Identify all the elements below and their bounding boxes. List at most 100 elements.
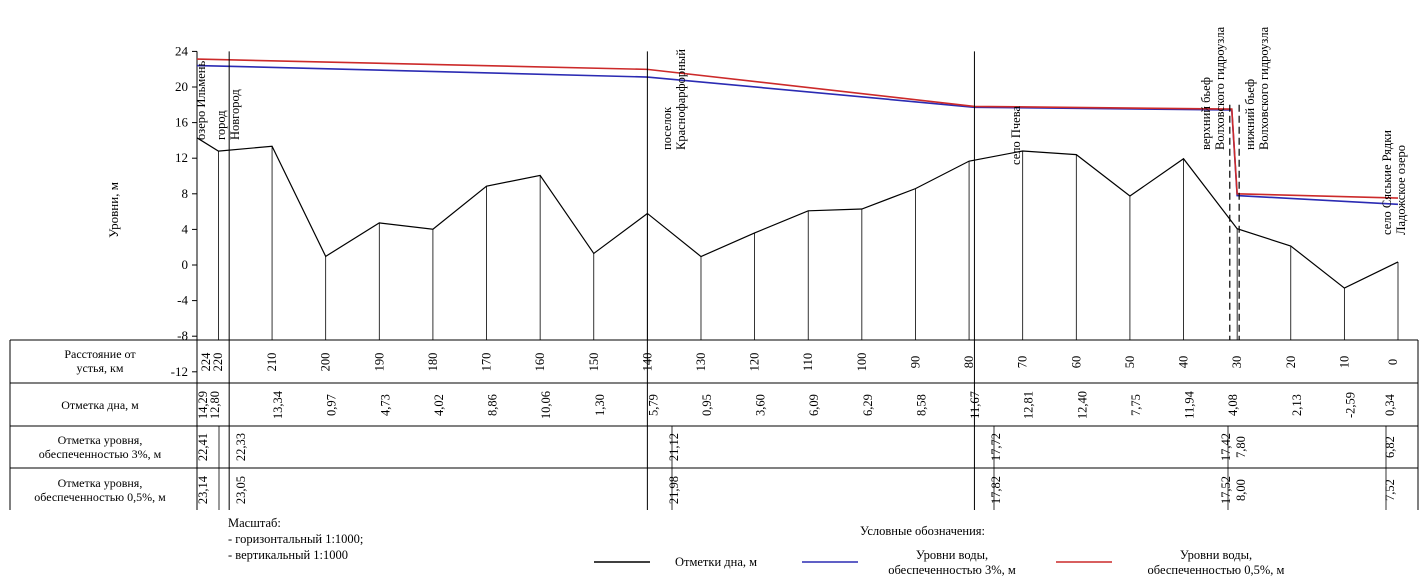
row-label-bottom: Отметка дна, м [61,398,139,412]
distance-label: 10 [1337,356,1351,369]
distance-label: 160 [533,353,547,372]
distance-label: 90 [908,356,922,369]
y-tick-label: 12 [175,150,188,165]
place-label: озеро Ильмень [194,61,208,140]
y-tick-label: 20 [175,79,188,94]
row-label-level3: Отметка уровня, обеспеченностью 3%, м [38,433,162,461]
y-tick-label: 16 [175,115,189,130]
scale-horizontal: - горизонтальный 1:1000; [228,532,364,546]
bottom-elevation-label: 11,94 [1183,390,1197,418]
level05-label: 21,98 [667,476,681,504]
bottom-elevation-label: 5,79 [646,394,660,416]
distance-label: 40 [1177,356,1191,369]
distance-label: 30 [1230,356,1244,369]
y-tick-label: 0 [182,257,189,272]
level3-label: 7,80 [1234,436,1248,458]
bottom-elevation-label: 4,02 [432,394,446,416]
bottom-elevation-label: 12,80 [208,391,222,419]
y-tick-label: -8 [177,328,188,343]
place-label: Волховского гидроузла [1213,26,1227,150]
distance-label: 140 [640,353,654,372]
distance-label: 20 [1284,356,1298,369]
bottom-elevation-label: 6,29 [861,394,875,416]
bottom-elevation-label: 2,13 [1290,394,1304,416]
bottom-elevation-label: 8,86 [486,394,500,416]
distance-label: 50 [1123,356,1137,369]
bottom-elevation-label: 12,81 [1022,391,1036,419]
legend-label-level3: Уровни воды, обеспеченностью 3%, м [888,548,1016,577]
y-tick-label: 4 [182,221,189,236]
distance-label: 150 [587,353,601,372]
distance-label: 180 [426,353,440,372]
legend-title: Условные обозначения: [860,524,986,538]
level05-label: 7,52 [1383,479,1397,501]
distance-label: 0 [1386,359,1400,365]
level3-label: 22,41 [196,433,210,461]
distance-label: 210 [265,353,279,372]
place-label: село Пчева [1009,106,1023,165]
bottom-elevation-label: 7,75 [1129,394,1143,416]
place-label: верхний бьеф [1199,77,1213,150]
level05-label: 23,14 [196,475,210,504]
distance-label: 200 [319,353,333,372]
distance-label: 110 [801,353,815,371]
bottom-elevation-label: 14,29 [196,391,210,419]
legend-label-bottom: Отметки дна, м [674,555,758,569]
distance-label: 220 [211,353,225,372]
bottom-elevation-label: 10,06 [539,391,553,419]
level05-label: 17,82 [989,476,1003,504]
distance-label: 120 [748,353,762,372]
bottom-elevation-label: 3,60 [754,394,768,416]
place-label: Ладожское озеро [1394,145,1408,235]
distance-label: 60 [1069,356,1083,369]
place-label: Краснофарфорный [674,49,688,150]
distance-label: 80 [962,356,976,369]
row-label-level05: Отметка уровня, обеспеченностью 0,5%, м [34,476,166,504]
bottom-elevation-label: 8,58 [914,394,928,416]
distance-label: 224 [199,352,213,372]
bottom-elevation-label: 0,34 [1383,393,1397,416]
distance-label: 190 [372,353,386,372]
y-tick-label: 8 [182,186,189,201]
bottom-elevation-label: 4,73 [378,394,392,416]
place-label: поселок [660,106,674,150]
bottom-elevation-label: 1,30 [593,394,607,416]
level05-label: 17,52 [1219,476,1233,504]
place-label: Волховского гидроузла [1257,26,1271,150]
level3-label: 17,42 [1219,433,1233,461]
place-label: Новгород [228,89,242,140]
place-label: нижний бьеф [1243,79,1257,150]
y-tick-label: 24 [175,43,189,58]
y-tick-label: -4 [177,293,188,308]
bottom-elevation-label: -2,59 [1343,392,1357,418]
bottom-elevation-label: 13,34 [271,390,285,419]
distance-label: 100 [855,353,869,372]
bottom-elevation-label: 11,67 [968,391,982,419]
level05-label: 23,05 [234,476,248,504]
bottom-elevation-label: 6,09 [807,394,821,416]
level3-label: 17,72 [989,433,1003,461]
row-label-distance: Расстояние от устья, км [64,347,136,375]
scale-title: Масштаб: [228,516,281,530]
y-tick-label: -12 [171,364,188,379]
place-label: город [214,110,228,140]
level3-label: 6,82 [1383,436,1397,458]
level05-label: 8,00 [1234,479,1248,501]
legend-label-level05: Уровни воды, обеспеченностью 0,5%, м [1147,548,1285,577]
y-axis-label: Уровни, м [106,182,121,238]
bottom-elevation-label: 0,95 [700,394,714,416]
place-label: село Сяськие Рядки [1380,130,1394,235]
distance-label: 70 [1016,356,1030,369]
bottom-elevation-label: 4,08 [1226,394,1240,416]
distance-label: 130 [694,353,708,372]
bed-profile-line [196,137,1399,289]
scale-vertical: - вертикальный 1:1000 [228,548,349,562]
distance-label: 170 [480,353,494,372]
level3-label: 22,33 [234,433,248,461]
bottom-elevation-label: 0,97 [325,394,339,416]
bottom-elevation-label: 12,40 [1075,391,1089,419]
level3-label: 21,12 [667,433,681,461]
